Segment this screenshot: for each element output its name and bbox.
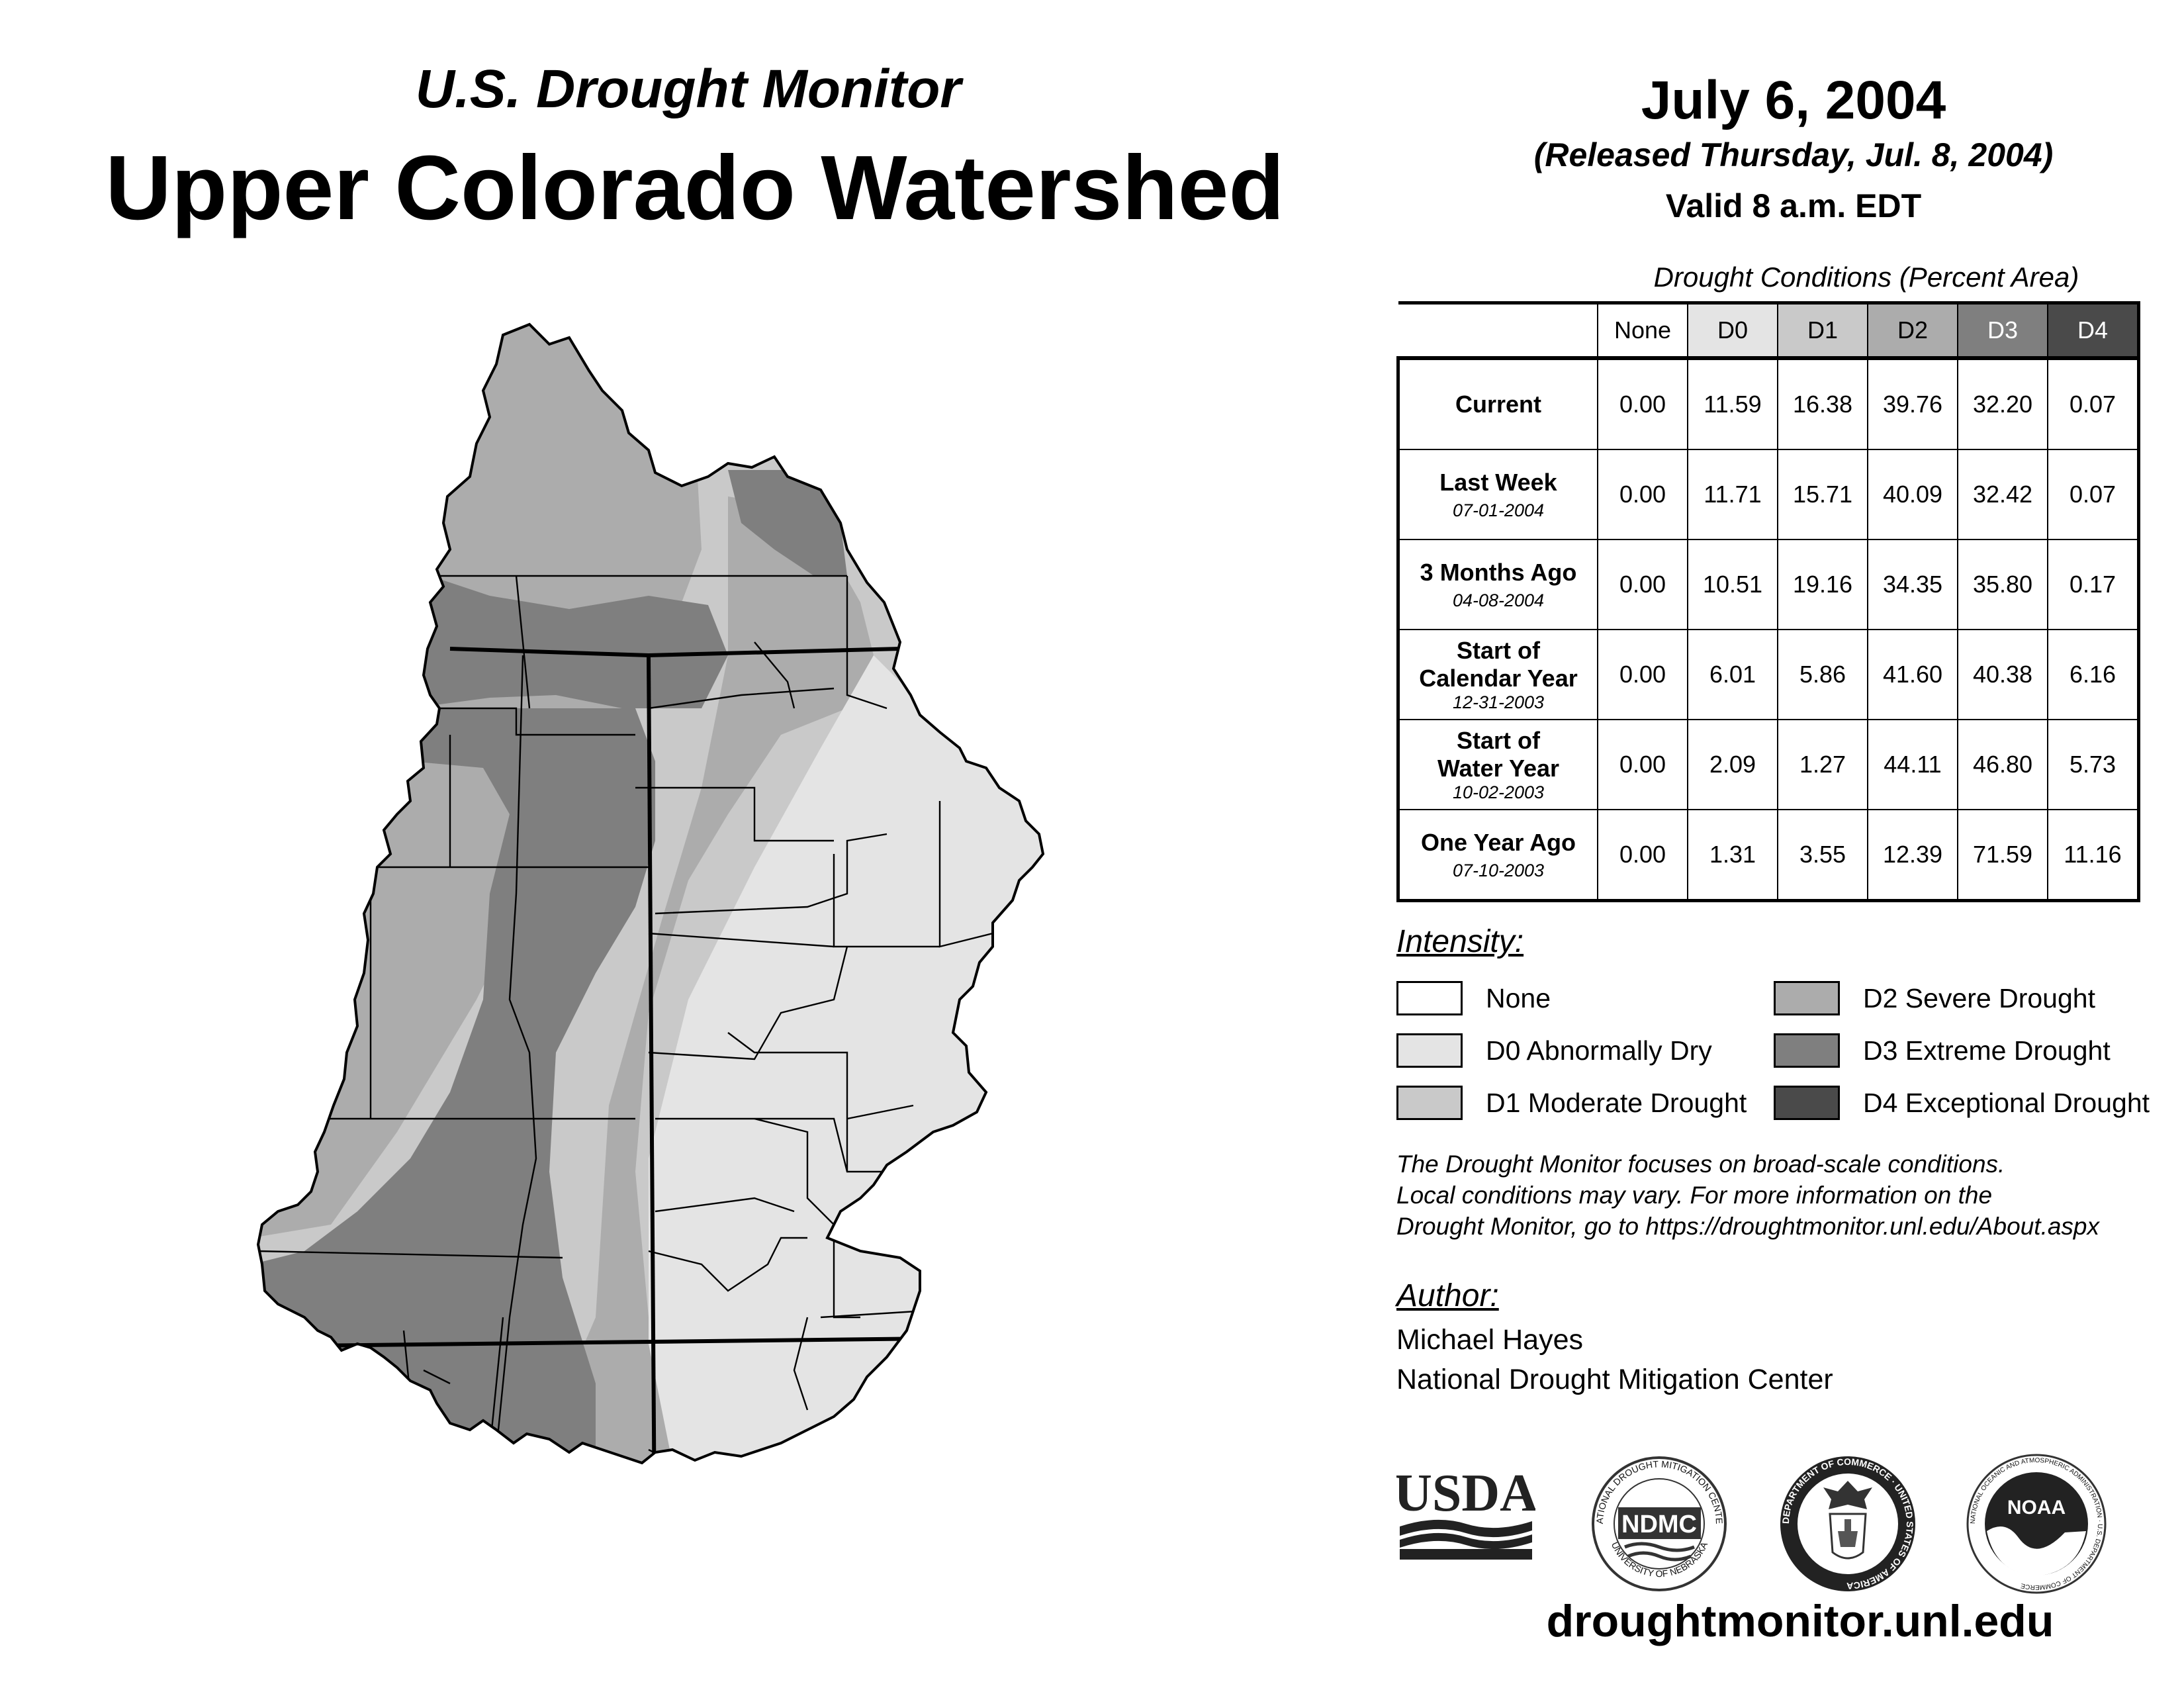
note-line: The Drought Monitor focuses on broad-sca… <box>1396 1150 2005 1178</box>
row-label: Last Week 07-01-2004 <box>1396 449 1598 540</box>
ndmc-logo: NATIONAL DROUGHT MITIGATION CENTER UNIVE… <box>1588 1453 1727 1591</box>
col-header-d1: D1 <box>1777 301 1868 360</box>
legend-label-d2: D2 Severe Drought <box>1863 983 2095 1013</box>
cell-d4: 5.73 <box>2047 719 2140 810</box>
cell-d3: 71.59 <box>1957 809 2048 902</box>
cell-d1: 19.16 <box>1777 539 1868 630</box>
cell-none: 0.00 <box>1597 629 1688 720</box>
drought-zones <box>258 324 1043 1463</box>
map-date: July 6, 2004 <box>1641 70 1946 130</box>
cell-none: 0.00 <box>1597 539 1688 630</box>
watershed-map <box>256 322 1045 1465</box>
legend-title: Intensity: <box>1396 924 1524 959</box>
table-row-current: Current 0.00 11.59 16.38 39.76 32.20 0.0… <box>1396 357 2140 450</box>
cell-d2: 39.76 <box>1867 357 1958 450</box>
legend-swatch-d3 <box>1774 1033 1840 1068</box>
svg-text:USDA: USDA <box>1396 1464 1535 1523</box>
svg-text:NDMC: NDMC <box>1621 1511 1697 1538</box>
table-row-last-week: Last Week 07-01-2004 0.00 11.71 15.71 40.… <box>1396 449 2140 540</box>
cell-d1: 5.86 <box>1777 629 1868 720</box>
cell-d2: 40.09 <box>1867 449 1958 540</box>
cell-d1: 1.27 <box>1777 719 1868 810</box>
zone-d2-east <box>516 496 874 1463</box>
cell-d2: 44.11 <box>1867 719 1958 810</box>
legend-label-d1: D1 Moderate Drought <box>1486 1088 1747 1118</box>
legend-label-d3: D3 Extreme Drought <box>1863 1035 2111 1066</box>
col-header-d0: D0 <box>1687 301 1778 360</box>
cell-d3: 46.80 <box>1957 719 2048 810</box>
row-label: 3 Months Ago 04-08-2004 <box>1396 539 1598 630</box>
table-row-3-months-ago: 3 Months Ago 04-08-2004 0.00 10.51 19.16 … <box>1396 539 2140 630</box>
cell-d0: 11.59 <box>1687 357 1778 450</box>
legend-swatch-d2 <box>1774 981 1840 1015</box>
author-organization: National Drought Mitigation Center <box>1396 1364 1833 1395</box>
cell-d4: 0.07 <box>2047 449 2140 540</box>
cell-d0: 1.31 <box>1687 809 1778 902</box>
note-line: Local conditions may vary. For more info… <box>1396 1182 1993 1209</box>
seagull-icon <box>1987 1526 2086 1576</box>
cell-d4: 11.16 <box>2047 809 2140 902</box>
row-label: Start of Water Year 10-02-2003 <box>1396 719 1598 810</box>
table-row-start-water-year: Start of Water Year 10-02-2003 0.00 2.09 1… <box>1396 719 2140 810</box>
department-of-commerce-seal: DEPARTMENT OF COMMERCE · UNITED STATES O… <box>1780 1456 1915 1591</box>
disclaimer-note: The Drought Monitor focuses on broad-sca… <box>1396 1149 2164 1242</box>
row-label: One Year Ago 07-10-2003 <box>1396 809 1598 902</box>
valid-time: Valid 8 a.m. EDT <box>1665 187 1922 224</box>
cell-d3: 32.20 <box>1957 357 2048 450</box>
col-header-d4: D4 <box>2047 301 2140 360</box>
table-row-one-year-ago: One Year Ago 07-10-2003 0.00 1.31 3.55 12… <box>1396 809 2140 902</box>
cell-d3: 32.42 <box>1957 449 2048 540</box>
col-header-d2: D2 <box>1867 301 1958 360</box>
svg-text:NOAA: NOAA <box>2007 1497 2066 1519</box>
author-heading: Author: <box>1396 1278 1499 1313</box>
author-name: Michael Hayes <box>1396 1324 1583 1356</box>
note-line: Drought Monitor, go to https://droughtmo… <box>1396 1213 2099 1240</box>
cell-d0: 10.51 <box>1687 539 1778 630</box>
map-subtitle: U.S. Drought Monitor <box>415 59 962 119</box>
cell-d2: 41.60 <box>1867 629 1958 720</box>
cell-d4: 6.16 <box>2047 629 2140 720</box>
cell-none: 0.00 <box>1597 357 1688 450</box>
release-date: (Released Thursday, Jul. 8, 2004) <box>1533 136 2054 173</box>
cell-none: 0.00 <box>1597 449 1688 540</box>
row-label: Current <box>1396 357 1598 450</box>
cell-d0: 2.09 <box>1687 719 1778 810</box>
cell-d1: 3.55 <box>1777 809 1868 902</box>
legend-swatch-d4 <box>1774 1086 1840 1120</box>
legend-label-d0: D0 Abnormally Dry <box>1486 1035 1712 1066</box>
cell-none: 0.00 <box>1597 719 1688 810</box>
cell-d0: 6.01 <box>1687 629 1778 720</box>
basin-outline <box>256 322 1045 1465</box>
legend-label-d4: D4 Exceptional Drought <box>1863 1088 2150 1118</box>
legend-swatch-none <box>1396 981 1463 1015</box>
row-label: Start of Calendar Year 12-31-2003 <box>1396 629 1598 720</box>
legend-swatch-d1 <box>1396 1086 1463 1120</box>
legend-swatch-d0 <box>1396 1033 1463 1068</box>
cell-d3: 35.80 <box>1957 539 2048 630</box>
col-header-d3: D3 <box>1957 301 2048 360</box>
noaa-logo: NATIONAL OCEANIC AND ATMOSPHERIC ADMINIS… <box>1966 1454 2107 1594</box>
table-row-start-calendar-year: Start of Calendar Year 12-31-2003 0.00 6.0… <box>1396 629 2140 720</box>
table-caption: Drought Conditions (Percent Area) <box>1653 261 2079 293</box>
cell-d1: 15.71 <box>1777 449 1868 540</box>
cell-d4: 0.07 <box>2047 357 2140 450</box>
cell-d2: 34.35 <box>1867 539 1958 630</box>
cell-d1: 16.38 <box>1777 357 1868 450</box>
table-corner <box>1398 301 1598 360</box>
boundaries <box>258 575 1043 1463</box>
map-title: Upper Colorado Watershed <box>105 137 1285 239</box>
eagle-icon <box>1823 1481 1872 1509</box>
website-link[interactable]: droughtmonitor.unl.edu <box>1546 1596 2054 1646</box>
drought-conditions-table: None D0 D1 D2 D3 D4 Current 0.00 11.59 1… <box>1396 301 2140 902</box>
cell-none: 0.00 <box>1597 809 1688 902</box>
cell-d0: 11.71 <box>1687 449 1778 540</box>
legend-label-none: None <box>1486 983 1551 1013</box>
cell-d4: 0.17 <box>2047 539 2140 630</box>
col-header-none: None <box>1597 301 1688 360</box>
usda-logo: USDA <box>1396 1464 1535 1560</box>
cell-d3: 40.38 <box>1957 629 2048 720</box>
cell-d2: 12.39 <box>1867 809 1958 902</box>
zone-d3-northeast <box>728 470 847 576</box>
